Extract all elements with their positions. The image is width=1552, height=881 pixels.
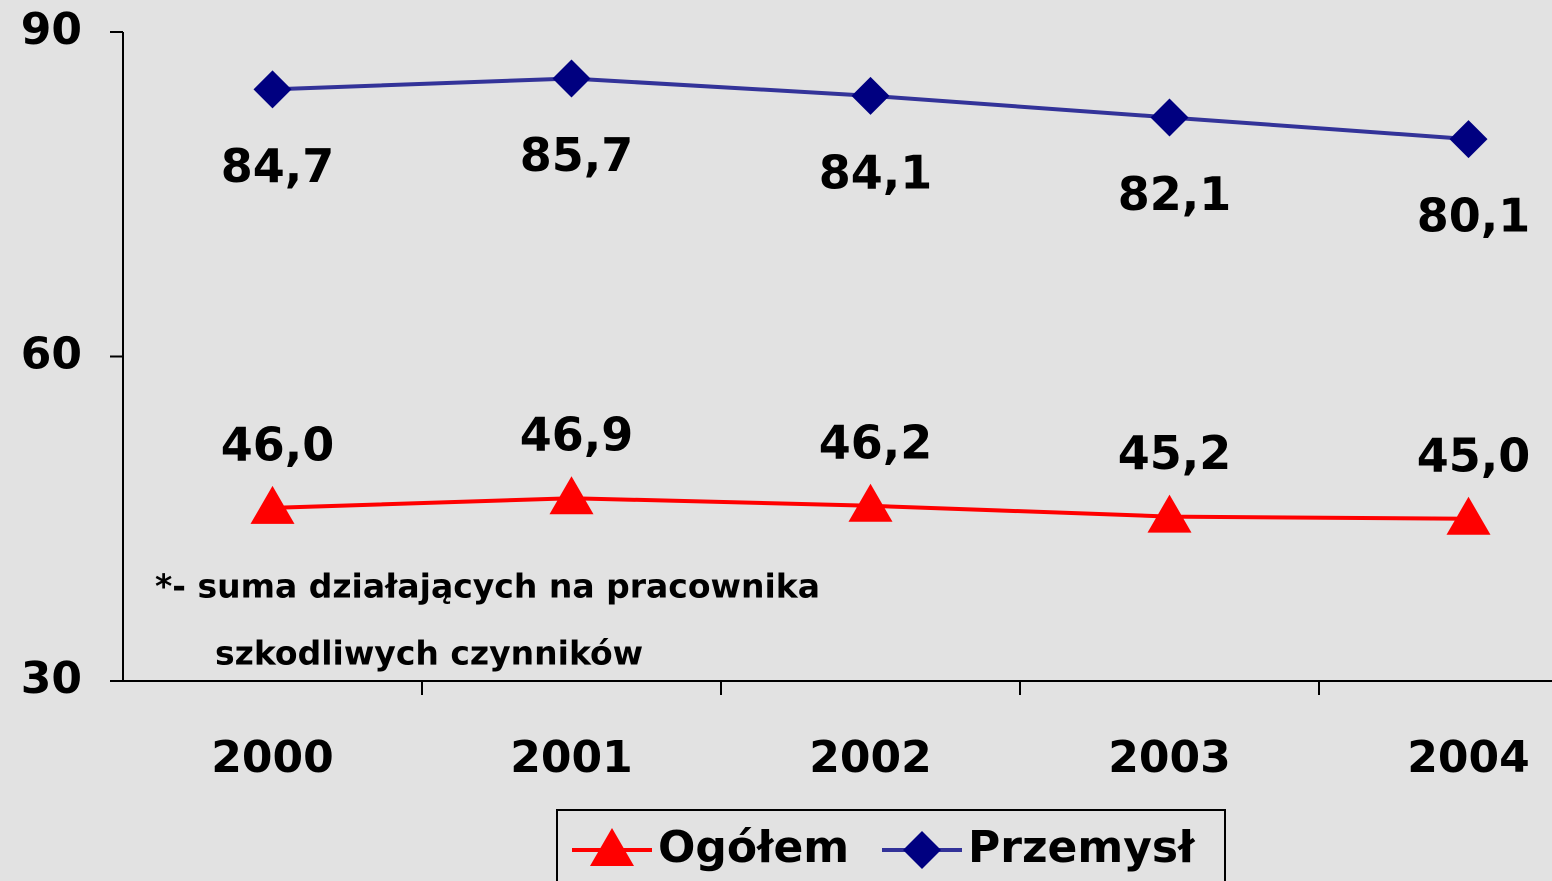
legend-marker	[590, 828, 634, 866]
point-marker	[253, 70, 292, 109]
y-tick-label: 90	[21, 4, 82, 55]
y-tick-label: 30	[21, 653, 82, 704]
annotation: *- suma działających na pracownika	[155, 567, 820, 606]
data-label: 80,1	[1417, 189, 1531, 243]
legend-label: Ogółem	[658, 822, 849, 873]
x-tick-label: 2004	[1407, 732, 1529, 783]
data-label: 85,7	[520, 128, 634, 182]
x-tick-label: 2001	[510, 732, 632, 783]
data-label: 45,2	[1118, 426, 1232, 480]
legend-marker	[903, 831, 941, 869]
data-label: 84,1	[819, 145, 933, 199]
data-label: 45,0	[1417, 428, 1531, 482]
legend-box	[556, 809, 1226, 881]
data-label: 46,9	[520, 408, 634, 462]
annotation: szkodliwych czynników	[215, 634, 643, 673]
point-marker	[851, 76, 890, 115]
x-tick-label: 2002	[809, 732, 931, 783]
x-tick-label: 2000	[211, 732, 333, 783]
x-tick-label: 2003	[1108, 732, 1230, 783]
point-marker	[552, 59, 591, 98]
point-marker	[1150, 98, 1189, 137]
legend-label: Przemysł	[968, 822, 1196, 873]
data-label: 46,2	[819, 415, 933, 469]
data-label: 82,1	[1118, 167, 1232, 221]
point-marker	[250, 485, 295, 524]
point-marker	[549, 476, 594, 515]
y-tick-label: 60	[21, 329, 82, 380]
point-marker	[848, 483, 893, 522]
point-marker	[1446, 496, 1491, 535]
point-marker	[1449, 120, 1488, 159]
data-label: 84,7	[221, 139, 335, 193]
point-marker	[1147, 494, 1192, 533]
data-label: 46,0	[221, 417, 335, 471]
